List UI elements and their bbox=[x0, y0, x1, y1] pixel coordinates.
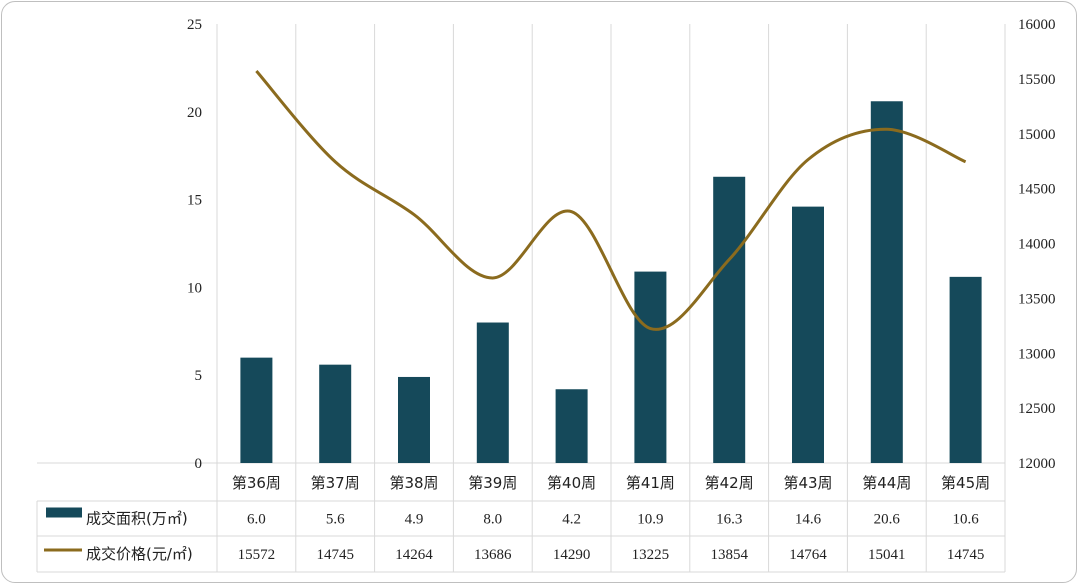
x-category-label: 第39周 bbox=[468, 474, 517, 492]
bar-area-4 bbox=[476, 322, 509, 463]
table-cell-area: 20.6 bbox=[874, 512, 901, 528]
table-cell-area: 6.0 bbox=[247, 512, 266, 528]
y-axis-left: 0 5 10 15 20 25 bbox=[187, 17, 202, 472]
bar-area-1 bbox=[240, 357, 273, 463]
x-category-label: 第41周 bbox=[626, 474, 675, 492]
x-category-label: 第45周 bbox=[941, 474, 990, 492]
table-cell-price: 14745 bbox=[947, 547, 985, 563]
x-category-label: 第38周 bbox=[389, 474, 438, 492]
bar-area-10 bbox=[949, 276, 982, 463]
table-cell-area: 4.2 bbox=[562, 512, 581, 528]
y-left-tick-label: 10 bbox=[187, 280, 202, 296]
table-cell-price: 14264 bbox=[395, 547, 433, 563]
y-right-tick-label: 15000 bbox=[1018, 127, 1056, 143]
x-category-label: 第40周 bbox=[547, 474, 596, 492]
line-price-path bbox=[255, 69, 967, 331]
bar-series-area bbox=[240, 101, 982, 463]
y-right-tick-label: 13500 bbox=[1018, 291, 1056, 307]
y-right-tick-label: 13000 bbox=[1018, 346, 1056, 362]
bar-area-9 bbox=[870, 101, 903, 463]
x-category-label: 第44周 bbox=[862, 474, 911, 492]
legend-label-area: 成交面积(万㎡) bbox=[86, 510, 188, 528]
table-cell-price: 13686 bbox=[474, 547, 512, 563]
bar-area-7 bbox=[713, 176, 746, 463]
y-right-tick-label: 12000 bbox=[1018, 456, 1056, 472]
table-cell-area: 10.6 bbox=[952, 512, 979, 528]
bar-area-6 bbox=[634, 271, 667, 463]
y-left-tick-label: 15 bbox=[187, 193, 202, 209]
y-left-tick-label: 20 bbox=[187, 105, 202, 121]
table-cell-price: 14745 bbox=[316, 547, 354, 563]
table-cell-price: 15041 bbox=[868, 547, 906, 563]
table-cell-price: 14290 bbox=[553, 547, 591, 563]
y-right-tick-label: 14000 bbox=[1018, 237, 1056, 253]
y-right-tick-label: 12500 bbox=[1018, 401, 1056, 417]
x-category-label: 第43周 bbox=[783, 474, 832, 492]
y-left-tick-label: 25 bbox=[187, 17, 202, 33]
x-category-label: 第42周 bbox=[705, 474, 754, 492]
grid bbox=[36, 24, 1006, 573]
y-right-tick-label: 15500 bbox=[1018, 72, 1056, 88]
table-cell-area: 10.9 bbox=[637, 512, 663, 528]
x-category-label: 第37周 bbox=[311, 474, 360, 492]
table-cell-area: 5.6 bbox=[326, 512, 345, 528]
table-cell-price: 13225 bbox=[632, 547, 670, 563]
bar-area-5 bbox=[555, 389, 588, 463]
x-category-label: 第36周 bbox=[232, 474, 281, 492]
y-left-tick-label: 0 bbox=[195, 456, 203, 472]
table-cell-area: 16.3 bbox=[716, 512, 742, 528]
table-cell-area: 4.9 bbox=[405, 512, 424, 528]
table-cell-area: 8.0 bbox=[483, 512, 502, 528]
table-cell-price: 13854 bbox=[710, 547, 748, 563]
y-right-tick-label: 14500 bbox=[1018, 182, 1056, 198]
table-cell-price: 15572 bbox=[238, 547, 276, 563]
bar-area-8 bbox=[792, 206, 824, 463]
bar-area-3 bbox=[398, 376, 430, 463]
line-series-price bbox=[255, 69, 967, 331]
table-cell-price: 14764 bbox=[789, 547, 827, 563]
y-left-tick-label: 5 bbox=[195, 368, 203, 384]
y-right-tick-label: 16000 bbox=[1018, 17, 1056, 33]
y-axis-right: 12000 12500 13000 13500 14000 14500 15000 15500… bbox=[1018, 17, 1056, 472]
legend-label-price: 成交价格(元/㎡) bbox=[86, 545, 193, 563]
x-axis-categories: 第36周 第37周 第38周 第39周 第40周 第41周 第42周 第43周 第44周 第45周 bbox=[232, 474, 990, 492]
data-table: 成交面积(万㎡) 成交价格(元/㎡) 6.0 5.6 4.9 8.0 4.2 10.9 16.3… bbox=[44, 507, 985, 563]
legend-swatch-area bbox=[46, 507, 82, 518]
bar-area-2 bbox=[319, 364, 352, 463]
table-cell-area: 14.6 bbox=[795, 512, 822, 528]
